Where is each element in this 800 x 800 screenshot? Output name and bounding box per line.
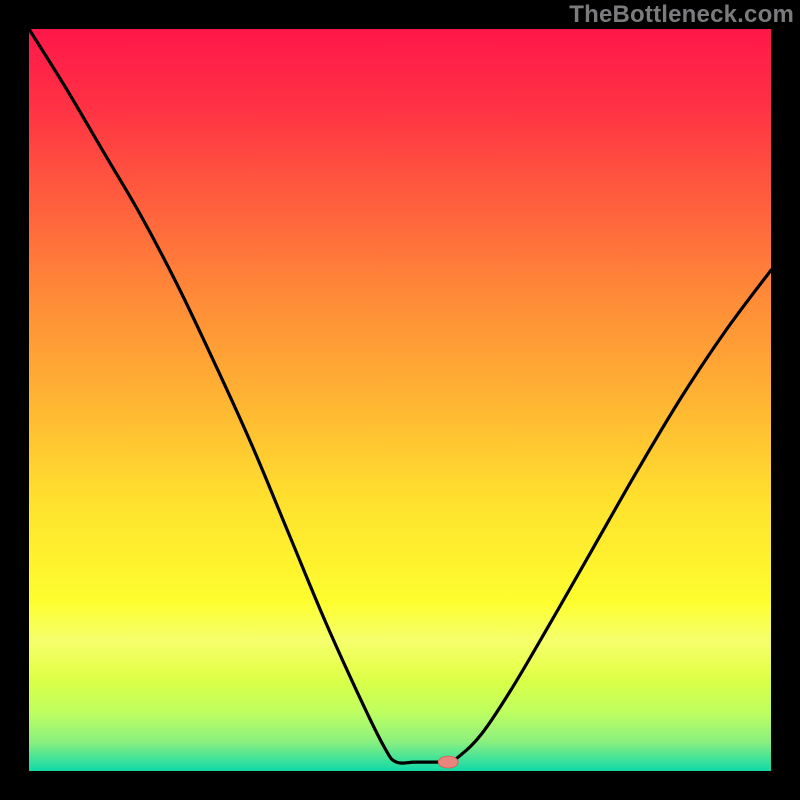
watermark-label: TheBottleneck.com [569, 1, 794, 29]
chart-stage: TheBottleneck.com [0, 0, 800, 800]
haze-band [29, 600, 771, 682]
bottleneck-chart-svg [0, 0, 800, 800]
min-marker [438, 756, 458, 768]
